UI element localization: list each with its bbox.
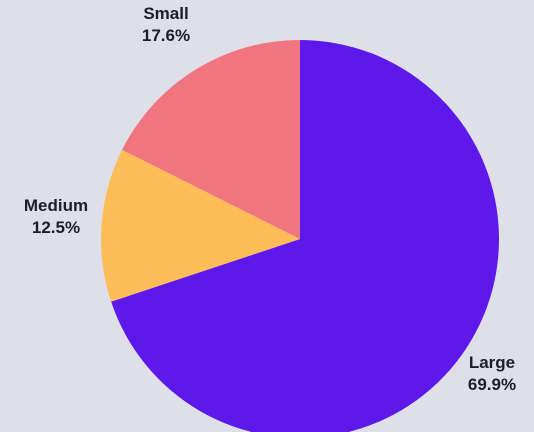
pie-slice-medium [101,149,301,302]
slice-label-large: Large 69.9% [468,353,516,394]
pie-labels: Large 69.9% Medium 12.5% Small 17.6% [24,4,516,394]
pie-slices [101,40,499,432]
pie-slice-large [111,40,499,432]
slice-label-medium: Medium 12.5% [24,196,88,237]
slice-percent-label: 12.5% [32,218,80,237]
slice-category-label: Large [469,353,515,372]
slice-percent-label: 17.6% [142,26,190,45]
slice-percent-label: 69.9% [468,375,516,394]
slice-label-small: Small 17.6% [142,4,190,45]
slice-category-label: Medium [24,196,88,215]
pie-slice-small [122,40,300,239]
slice-category-label: Small [143,4,188,23]
